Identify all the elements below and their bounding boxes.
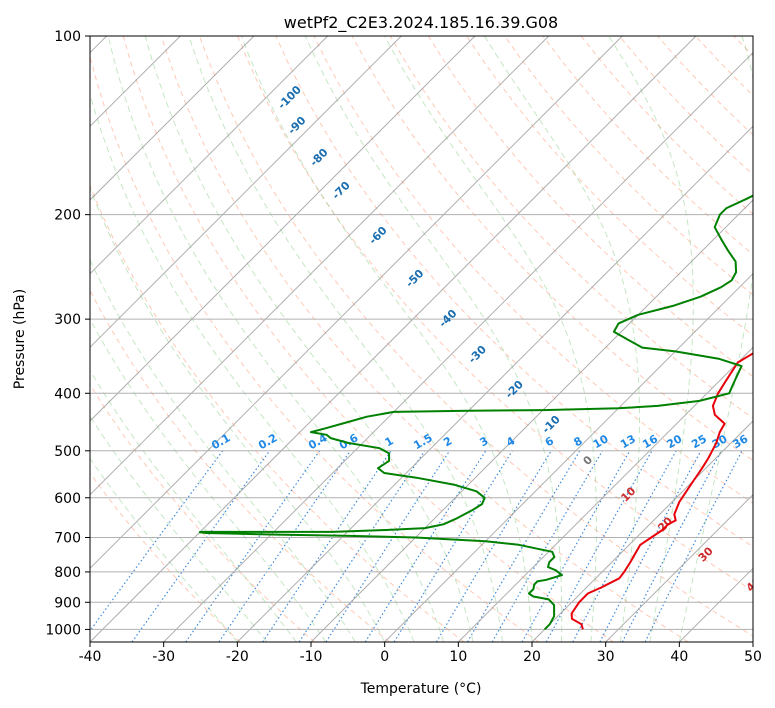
isotherm [90,36,697,642]
mixing-ratio-line [521,450,631,642]
moist-adiabat [90,457,238,642]
mixing-ratio-line [545,450,653,642]
temperature-profile-line [570,352,753,630]
y-tick-label: 600 [54,491,81,507]
moist-adiabat [608,36,694,642]
mixing-ratio-line [435,450,552,642]
x-axis: -40 -30 -20 -10 0 10 20 30 40 50 [79,642,762,665]
isotherm [90,36,255,201]
x-tick-label: -10 [300,649,323,665]
moist-adiabat [90,369,297,642]
y-tick-label: 1000 [45,622,81,638]
x-tick-label: 10 [449,649,467,665]
moist-adiabat [678,36,753,642]
mixing-ratio-line [364,450,487,642]
mixing-ratio-line [90,450,224,632]
x-tick-label: -40 [79,649,102,665]
y-tick-label: 400 [54,386,81,402]
moist-adiabat [90,415,268,642]
moist-adiabat [483,36,640,642]
isotherm [457,346,753,642]
dry-adiabat [313,36,753,504]
x-tick-label: 20 [523,649,541,665]
y-tick-label: 900 [54,595,81,611]
mixing-ratio-line [185,450,321,642]
isotherm [90,36,550,496]
moist-adiabat [90,187,386,642]
dry-adiabat [90,184,465,642]
x-tick-label: 0 [380,649,389,665]
moist-adiabat [90,258,356,642]
y-tick-label: 200 [54,208,81,224]
mixing-ratio-line [325,450,451,642]
dry-adiabat [389,36,753,419]
mixing-ratio-line [644,450,743,642]
dry-adiabat [237,36,753,592]
isotherm [90,36,402,349]
y-axis-label: Pressure (hPa) [12,289,28,389]
x-tick-label: 30 [597,649,615,665]
dry-adiabat [504,36,753,296]
x-tick-label: -30 [152,649,175,665]
dry-adiabat [466,36,753,337]
x-tick-label: 50 [744,649,762,665]
plot-frame [89,35,754,643]
isotherm [531,420,753,642]
mixing-ratio-line [218,450,351,642]
x-tick-label: 40 [670,649,688,665]
dry-adiabat [90,54,540,642]
moist-adiabat [90,318,327,642]
y-tick-label: 700 [54,531,81,547]
y-tick-label: 100 [54,29,81,45]
y-tick-label: 300 [54,312,81,328]
mixing-ratio-line [131,450,271,642]
isotherm [310,199,753,642]
moist-adiabat [240,36,533,642]
x-tick-label: -20 [226,649,249,665]
isotherm [163,51,753,642]
chart-title: wetPf2_C2E3.2024.185.16.39.G08 [284,13,558,33]
dry-adiabat [275,36,753,548]
dry-adiabat [90,289,390,642]
y-axis: 100 200 300 400 500 600 700 800 900 1000 [45,29,90,638]
dry-adiabat [351,36,753,462]
series-layer [198,194,753,631]
isotherm [90,36,329,275]
dewpoint-profile-line [198,194,753,631]
x-axis-label: Temperature (°C) [360,681,482,697]
isotherm-label: 40 [744,574,764,594]
mixing-ratio-line [262,450,392,642]
dry-adiabat [90,472,241,642]
background-lines [90,36,753,642]
moist-adiabat [144,36,474,642]
mixing-ratio-line [572,450,677,642]
moist-adiabat [304,36,563,642]
moist-adiabat [107,36,445,642]
mixing-ratio-line [599,450,702,642]
y-tick-label: 500 [54,444,81,460]
y-tick-label: 800 [54,565,81,581]
isotherm [236,125,753,642]
dry-adiabat [160,36,689,642]
isotherm [90,36,476,422]
isotherm [90,36,623,570]
mixing-ratio-line [298,450,426,642]
dry-adiabat [122,36,614,642]
isotherm [605,493,753,642]
dry-adiabat [90,383,316,642]
moist-adiabat [384,36,597,642]
